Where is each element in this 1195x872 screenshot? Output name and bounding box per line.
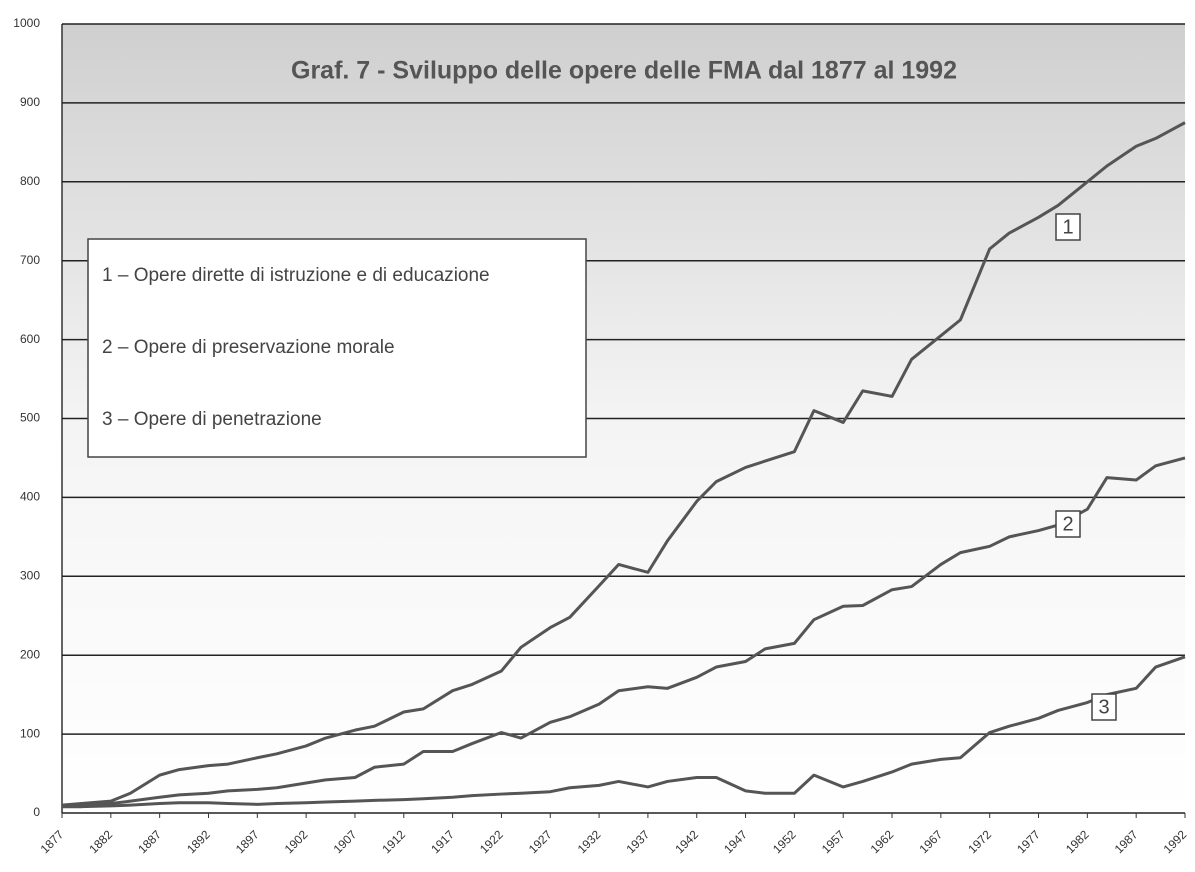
y-tick-label: 900 [20, 95, 40, 109]
x-tick-label: 1962 [868, 827, 897, 856]
y-tick-label: 700 [20, 253, 40, 267]
x-tick-label: 1892 [184, 827, 213, 856]
x-tick-label: 1942 [672, 827, 701, 856]
x-tick-label: 1952 [770, 827, 799, 856]
annotation: 2 [1062, 513, 1073, 535]
x-tick-label: 1887 [135, 827, 164, 856]
legend [87, 238, 587, 458]
annotation: 1 [1062, 216, 1073, 238]
chart-title: Graf. 7 - Sviluppo delle opere delle FMA… [291, 57, 957, 85]
annotation-box [1091, 693, 1117, 721]
y-tick-label: 0 [33, 805, 40, 819]
x-tick-label: 1877 [38, 827, 67, 856]
x-tick-label: 1932 [575, 827, 604, 856]
x-tick-label: 1922 [477, 827, 506, 856]
x-tick-label: 1947 [721, 827, 750, 856]
x-tick-label: 1957 [819, 827, 848, 856]
annotation-box [1055, 510, 1081, 538]
x-tick-label: 1972 [965, 827, 994, 856]
series-line [62, 655, 1186, 809]
x-tick-label: 1977 [1014, 827, 1043, 856]
legend-entry: 3 – Opere di penetrazione [102, 409, 322, 430]
annotation-box [1055, 213, 1081, 241]
x-tick-label: 1987 [1112, 827, 1141, 856]
legend-entry: 1 – Opere dirette di istruzione e di edu… [102, 265, 490, 286]
x-tick-label: 1927 [526, 827, 555, 856]
x-tick-label: 1912 [379, 827, 408, 856]
y-tick-label: 800 [20, 174, 40, 188]
x-tick-label: 1882 [86, 827, 115, 856]
y-tick-label: 400 [20, 490, 40, 504]
y-tick-label: 500 [20, 411, 40, 425]
x-tick-label: 1902 [282, 827, 311, 856]
series-line [61, 456, 1186, 809]
x-tick-label: 1992 [1161, 827, 1190, 856]
y-tick-label: 600 [20, 332, 40, 346]
y-tick-label: 200 [20, 647, 40, 661]
x-tick-label: 1937 [623, 827, 652, 856]
y-tick-label: 300 [20, 568, 40, 582]
annotation: 3 [1098, 696, 1109, 718]
x-tick-label: 1897 [233, 827, 262, 856]
series-line [61, 121, 1186, 807]
x-tick-label: 1917 [428, 827, 457, 856]
x-tick-label: 1982 [1063, 827, 1092, 856]
y-tick-label: 100 [20, 726, 40, 740]
x-tick-label: 1907 [331, 827, 360, 856]
legend-entry: 2 – Opere di preservazione morale [102, 337, 395, 358]
y-tick-label: 1000 [13, 16, 40, 30]
x-tick-label: 1967 [916, 827, 945, 856]
